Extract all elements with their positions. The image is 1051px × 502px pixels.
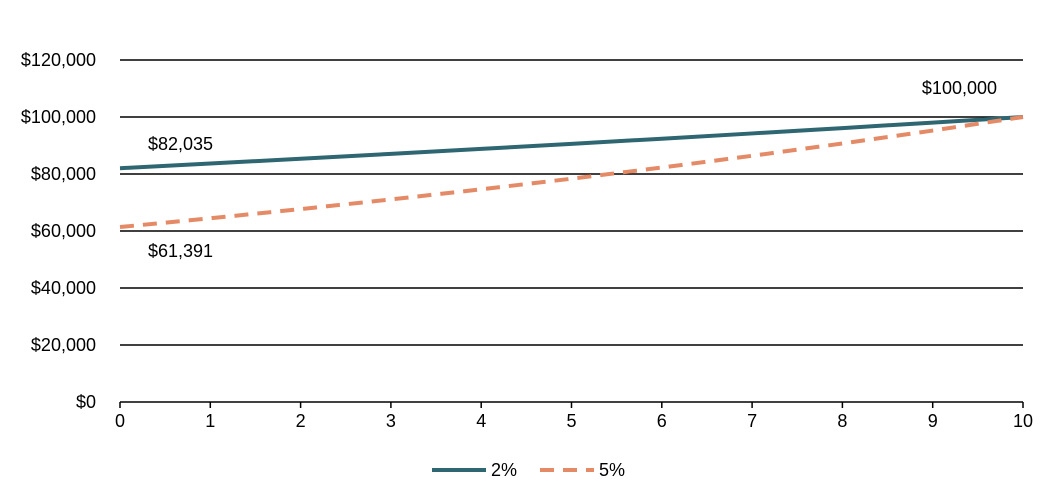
legend-label: 5%: [599, 460, 625, 480]
x-tick-label: 10: [1013, 411, 1033, 431]
series-lines: [119, 115, 1024, 230]
x-tick-label: 7: [747, 411, 757, 431]
y-tick-label: $0: [76, 392, 96, 412]
x-tick-label: 9: [928, 411, 938, 431]
x-tick-label: 1: [205, 411, 215, 431]
x-tick-label: 4: [476, 411, 486, 431]
x-tick-label: 2: [296, 411, 306, 431]
x-tick-label: 6: [657, 411, 667, 431]
y-axis-tick-labels: $0 $20,000 $40,000 $60,000 $80,000 $100,000 $1…: [21, 50, 96, 412]
y-tick-label: $100,000: [21, 107, 96, 127]
y-tick-label: $60,000: [31, 221, 96, 241]
y-tick-label: $120,000: [21, 50, 96, 70]
legend: 2% 5%: [432, 460, 625, 480]
data-label: $100,000: [922, 78, 997, 98]
x-axis-tick-labels: 0 1 2 3 4 5 6 7 8 9 10: [115, 411, 1033, 431]
series-line-2: [119, 115, 1024, 230]
data-annotations: $82,035 $61,391 $100,000: [148, 78, 997, 261]
x-tick-label: 3: [386, 411, 396, 431]
x-tick-label: 0: [115, 411, 125, 431]
y-tick-label: $20,000: [31, 335, 96, 355]
legend-label: 2%: [491, 460, 517, 480]
data-label: $61,391: [148, 241, 213, 261]
data-label: $82,035: [148, 134, 213, 154]
x-tick-label: 5: [566, 411, 576, 431]
y-tick-label: $40,000: [31, 278, 96, 298]
x-tick-label: 8: [837, 411, 847, 431]
x-axis: [119, 401, 1024, 408]
series-line-1: [119, 115, 1024, 171]
y-tick-label: $80,000: [31, 164, 96, 184]
gridlines: [120, 59, 1023, 346]
